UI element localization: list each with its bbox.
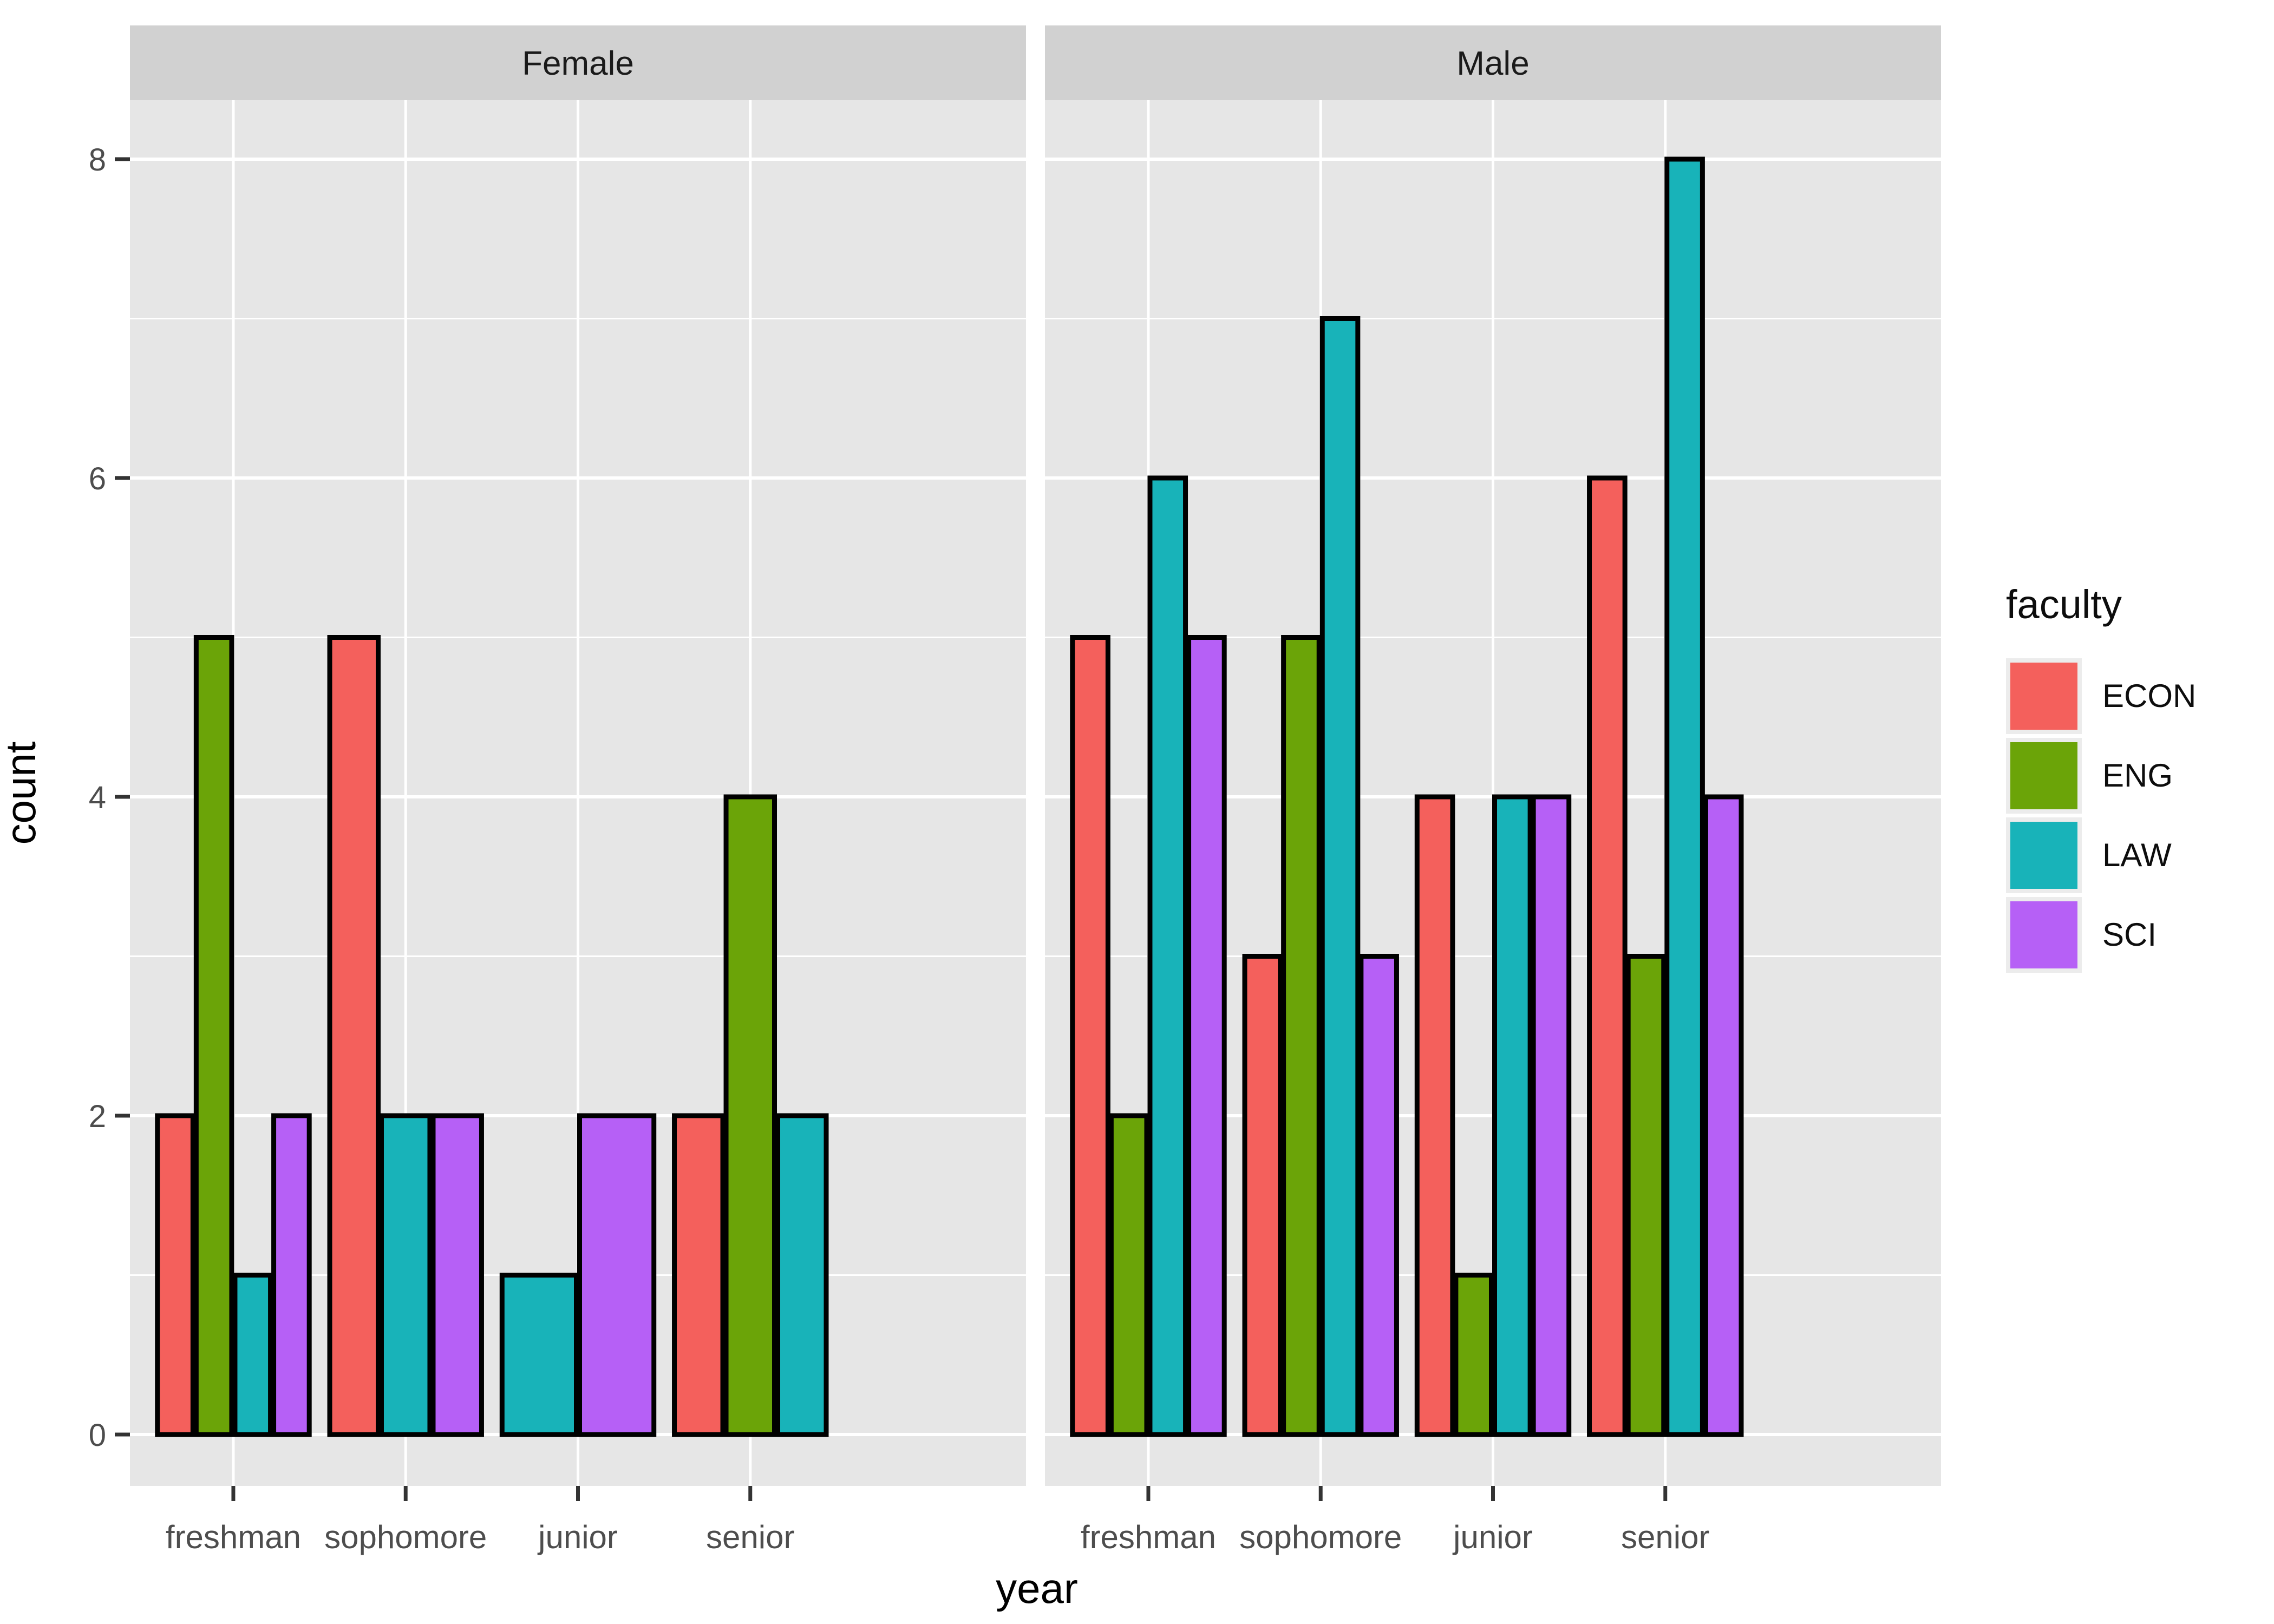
bar-male-junior-eng: [1453, 1273, 1494, 1437]
bar-female-senior-econ: [672, 1113, 726, 1437]
bar-male-sophomore-eng: [1281, 635, 1322, 1437]
bar-female-junior-law: [499, 1273, 579, 1437]
legend-title: faculty: [2006, 582, 2122, 627]
bar-female-sophomore-law: [378, 1113, 433, 1437]
x-axis-title: year: [996, 1564, 1078, 1612]
bar-female-freshman-econ: [155, 1113, 195, 1437]
bar-male-junior-econ: [1414, 794, 1455, 1437]
x-tick-label: freshman: [166, 1519, 301, 1555]
bar-male-senior-eng: [1625, 954, 1667, 1437]
facet-strip: [130, 25, 1026, 100]
legend-entries: ECON ENG LAW SCI: [2006, 658, 2271, 973]
bar-male-freshman-sci: [1186, 635, 1227, 1437]
legend-key: [2006, 738, 2082, 814]
legend-swatch-eng: [2010, 742, 2077, 809]
x-tick-label: junior: [1452, 1519, 1533, 1555]
legend-swatch-econ: [2010, 663, 2077, 730]
legend-label: LAW: [2102, 837, 2172, 873]
legend-key: [2006, 658, 2082, 734]
x-tick-label: junior: [537, 1519, 618, 1555]
bar-male-senior-law: [1664, 156, 1705, 1437]
facet-strip-label: Female: [522, 45, 634, 82]
legend-entry-eng: ENG: [2006, 738, 2271, 814]
bar-male-freshman-eng: [1108, 1113, 1149, 1437]
legend-key: [2006, 817, 2082, 893]
legend-label: ENG: [2102, 757, 2173, 794]
legend-swatch-sci: [2010, 901, 2077, 968]
bar-female-junior-sci: [577, 1113, 657, 1437]
bar-male-sophomore-law: [1319, 316, 1361, 1437]
y-tick-label: 0: [89, 1418, 106, 1453]
legend: faculty ECON ENG LAW SCI: [2006, 585, 2271, 977]
facet-strip: [1045, 25, 1941, 100]
bar-male-sophomore-sci: [1358, 954, 1399, 1437]
bar-male-senior-sci: [1703, 794, 1744, 1437]
bar-female-senior-law: [775, 1113, 829, 1437]
bar-male-freshman-econ: [1070, 635, 1110, 1437]
y-tick-label: 6: [89, 461, 106, 496]
x-tick-label: freshman: [1081, 1519, 1216, 1555]
bar-female-freshman-eng: [193, 635, 234, 1437]
y-tick-label: 4: [89, 780, 106, 815]
y-axis-title: count: [0, 741, 44, 845]
bar-male-sophomore-econ: [1242, 954, 1283, 1437]
x-tick-label: senior: [706, 1519, 794, 1555]
facet-strip-label: Male: [1456, 45, 1529, 82]
bar-male-junior-sci: [1531, 794, 1572, 1437]
x-tick-label: senior: [1621, 1519, 1709, 1555]
bar-male-junior-law: [1492, 794, 1533, 1437]
bar-female-sophomore-sci: [430, 1113, 484, 1437]
legend-label: ECON: [2102, 678, 2197, 714]
bar-male-senior-econ: [1587, 475, 1628, 1437]
legend-entry-econ: ECON: [2006, 658, 2271, 734]
x-tick-label: sophomore: [324, 1519, 487, 1555]
y-tick-label: 2: [89, 1099, 106, 1134]
legend-entry-law: LAW: [2006, 817, 2271, 893]
y-tick-label: 8: [89, 142, 106, 178]
legend-swatch-law: [2010, 822, 2077, 889]
bar-female-senior-eng: [723, 794, 777, 1437]
legend-key: [2006, 897, 2082, 973]
bar-female-sophomore-econ: [327, 635, 381, 1437]
legend-entry-sci: SCI: [2006, 897, 2271, 973]
bar-female-freshman-sci: [271, 1113, 312, 1437]
x-tick-label: sophomore: [1239, 1519, 1402, 1555]
bar-male-freshman-law: [1147, 475, 1188, 1437]
bar-female-freshman-law: [232, 1273, 273, 1437]
legend-label: SCI: [2102, 916, 2157, 953]
